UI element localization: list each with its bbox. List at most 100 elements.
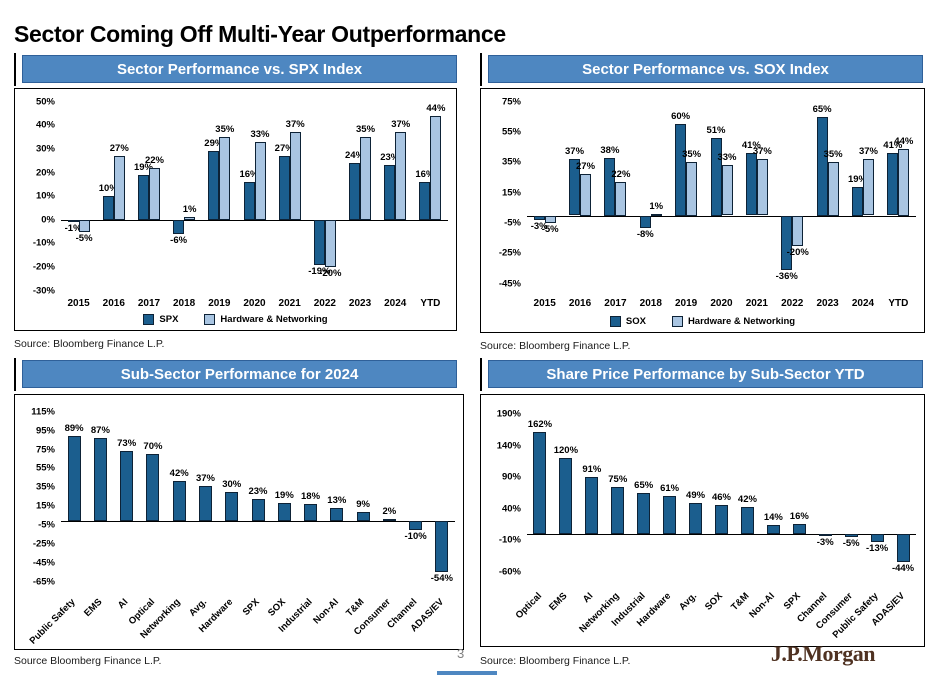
bar-value-label: 27% (109, 143, 129, 155)
bar (184, 217, 196, 220)
legend-label: Hardware & Networking (687, 316, 796, 327)
y-axis-tick-label: 0% (41, 214, 55, 226)
bar (289, 132, 301, 220)
x-axis-label-text: Avg. (677, 590, 700, 613)
x-axis-label: 2018 (173, 298, 196, 309)
page-title: Sector Coming Off Multi-Year Outperforma… (14, 21, 506, 48)
bar (639, 215, 651, 228)
x-axis-line (527, 533, 916, 535)
source-note: Source Bloomberg Finance L.P. (14, 655, 162, 667)
bar-value-label: 70% (143, 441, 163, 453)
y-axis-tick-label: 40% (35, 119, 55, 131)
banner-left-rule (480, 53, 482, 86)
y-axis-tick-label: 190% (496, 408, 521, 420)
bar (675, 124, 687, 216)
chart-panel-subsector-2024: Sub-Sector Performance for 2024 115% 95% 7… (14, 358, 464, 670)
bar (120, 451, 134, 521)
x-axis-label: 2015 (67, 298, 90, 309)
bar-value-label: -5% (75, 232, 93, 244)
bar-value-label: 37% (565, 146, 585, 158)
bar (533, 431, 547, 534)
legend-label: SOX (625, 316, 646, 327)
chart-panel-subsector-ytd: Share Price Performance by Sub-Sector YT… (480, 358, 925, 670)
x-axis-label: 2019 (675, 298, 698, 309)
x-axis-label: 2024 (851, 298, 875, 309)
legend-swatch (609, 316, 621, 327)
y-axis-tick-label: 140% (496, 440, 521, 452)
y-axis-tick-label: -45% (32, 557, 55, 569)
bar-value-label: -20% (786, 246, 809, 258)
bar (384, 165, 396, 220)
bar-value-label: 19% (133, 161, 153, 173)
bar-value-label: -3% (816, 536, 834, 548)
bar (356, 512, 370, 521)
x-axis-label: 2023 (348, 298, 372, 309)
y-axis-tick-label: 115% (31, 406, 55, 418)
bar (650, 213, 662, 216)
bar (792, 523, 806, 534)
bar (710, 138, 722, 216)
bar (721, 165, 733, 216)
x-axis-line (527, 215, 916, 217)
x-axis-label-text: EMS (81, 596, 105, 619)
bar-value-label: 1% (649, 200, 664, 212)
bar-value-label: -36% (775, 271, 798, 283)
bar-value-label: 23% (380, 152, 400, 164)
x-axis-label: YTD (420, 298, 441, 309)
legend-item: SPX (143, 314, 178, 325)
x-axis-label: 2020 (243, 298, 266, 309)
legend-swatch (671, 316, 683, 327)
bar-value-label: 37% (391, 119, 411, 131)
bar-value-label: 35% (356, 124, 376, 136)
bar-value-label: 33% (250, 128, 270, 140)
x-axis-label: 2016 (568, 298, 592, 309)
bar-value-label: 73% (117, 438, 137, 450)
y-axis-tick-label: 50% (35, 96, 55, 108)
bar (604, 157, 616, 216)
x-axis-label-text: AI (116, 596, 131, 612)
bar-value-label: 33% (717, 152, 737, 164)
x-axis-label-text: T&M (728, 590, 752, 613)
bar-value-label: 42% (737, 494, 757, 506)
y-axis-tick-label: -25% (32, 538, 55, 550)
plot-area: 115% 95% 75% 55% 35% 15% -5% -25% -45% -65% 89% Pub… (28, 403, 455, 647)
bar-value-label: 18% (301, 490, 321, 502)
bar-value-label: 42% (169, 467, 189, 479)
chart-panel-sox: Sector Performance vs. SOX Index 75% 55% 3… (480, 53, 925, 352)
chart-header-text: Sector Performance vs. SOX Index (582, 60, 829, 78)
bar-value-label: -1% (64, 223, 82, 235)
bar (689, 503, 703, 534)
y-axis-tick-label: -25% (498, 247, 521, 259)
bar-value-label: 16% (239, 169, 259, 180)
bar-value-label: -44% (891, 562, 915, 574)
chart-header-subsector-ytd: Share Price Performance by Sub-Sector YT… (488, 360, 923, 388)
bar-value-label: 14% (763, 512, 783, 524)
legend-swatch (204, 314, 216, 325)
bar (896, 533, 910, 562)
bar-value-label: -8% (636, 228, 654, 240)
bar-value-label: 65% (634, 480, 654, 491)
bar (887, 153, 899, 216)
bar (330, 508, 344, 521)
bar (360, 137, 372, 220)
bar (781, 215, 793, 271)
bar-value-label: 16% (415, 169, 435, 180)
legend-label: SPX (159, 314, 179, 325)
y-axis-tick-label: -10% (32, 237, 55, 249)
bar-value-label: 22% (144, 154, 164, 166)
bar-value-label: 1% (182, 204, 197, 216)
bar (219, 137, 231, 220)
bar (559, 458, 573, 534)
bar-value-label: 35% (823, 149, 843, 161)
bar-value-label: 89% (64, 423, 84, 435)
x-axis-label-text: Avg. (187, 596, 210, 619)
bar-value-label: 41% (741, 140, 761, 152)
y-axis-tick-label: 15% (501, 187, 521, 199)
bar-value-label: 65% (812, 103, 832, 115)
bar (430, 115, 442, 220)
bar (419, 182, 431, 220)
bar-value-label: 27% (274, 143, 294, 155)
legend-item: SOX (609, 316, 646, 327)
bar-value-label: 75% (608, 473, 628, 485)
y-axis-tick-label: -45% (498, 278, 521, 290)
